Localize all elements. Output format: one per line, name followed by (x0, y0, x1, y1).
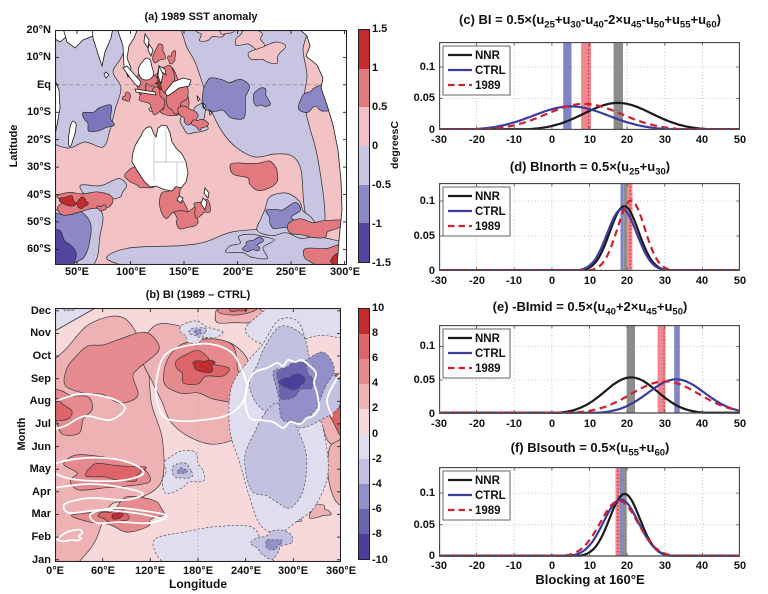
svg-text:NNR: NNR (475, 333, 501, 345)
svg-text:CTRL: CTRL (475, 348, 506, 360)
svg-text:CTRL: CTRL (475, 65, 506, 77)
svg-text:NNR: NNR (475, 50, 501, 62)
svg-text:NNR: NNR (475, 475, 501, 487)
svg-text:1989: 1989 (475, 505, 501, 517)
svg-text:1989: 1989 (475, 221, 501, 233)
svg-text:1989: 1989 (475, 80, 501, 92)
svg-text:1989: 1989 (475, 363, 501, 375)
svg-text:NNR: NNR (475, 191, 501, 203)
svg-text:CTRL: CTRL (475, 206, 506, 218)
svg-text:CTRL: CTRL (475, 490, 506, 502)
